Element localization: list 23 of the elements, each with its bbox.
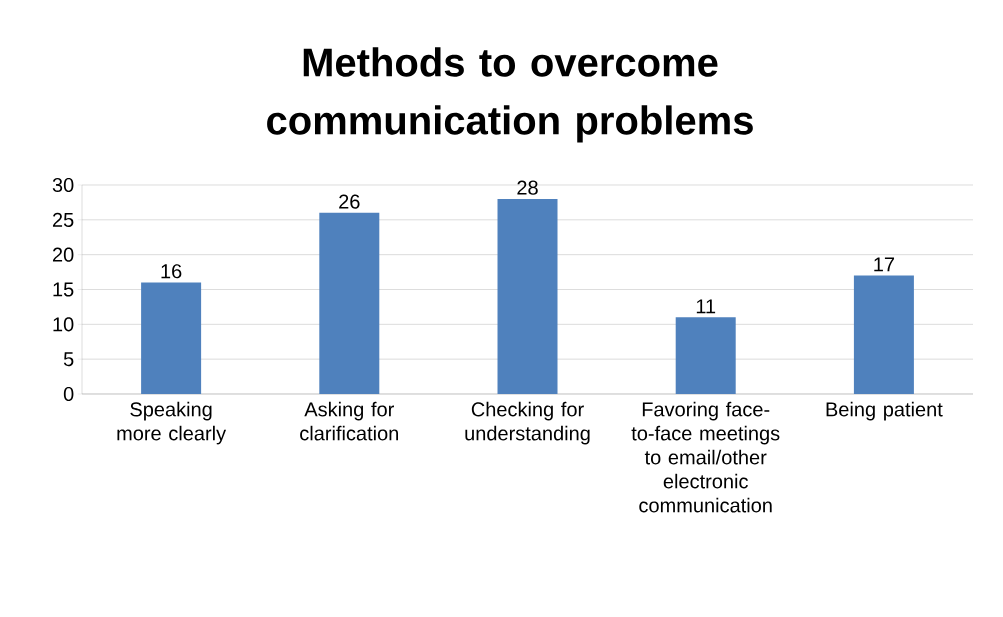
y-tick-label: 30 — [52, 177, 74, 193]
y-tick-label: 15 — [53, 282, 74, 297]
bar — [497, 198, 558, 394]
y-tick-label: 0 — [63, 386, 74, 402]
bar — [319, 212, 380, 394]
data-label: 26 — [339, 194, 360, 209]
data-label: 16 — [161, 264, 182, 279]
data-label: 28 — [517, 180, 538, 195]
bar — [853, 275, 914, 394]
x-tick-label: Asking for clarification — [300, 401, 398, 441]
chart-title: Methods to overcome communication problems — [267, 47, 753, 143]
x-tick-label: Speaking more clearly — [117, 401, 227, 445]
y-tick-label: 10 — [53, 317, 74, 332]
x-tick-label: Checking for understanding — [465, 401, 590, 445]
x-tick-label: Being patient — [826, 401, 943, 421]
bar — [141, 282, 202, 394]
data-label: 17 — [874, 257, 895, 272]
y-tick-label: 5 — [63, 352, 74, 367]
data-label: 11 — [696, 299, 716, 314]
x-tick-label: Favoring face-to-face meetings to email/other electronic communication — [631, 401, 780, 513]
y-tick-label: 20 — [52, 247, 74, 262]
y-tick-label: 25 — [52, 212, 74, 227]
bar — [675, 317, 736, 394]
